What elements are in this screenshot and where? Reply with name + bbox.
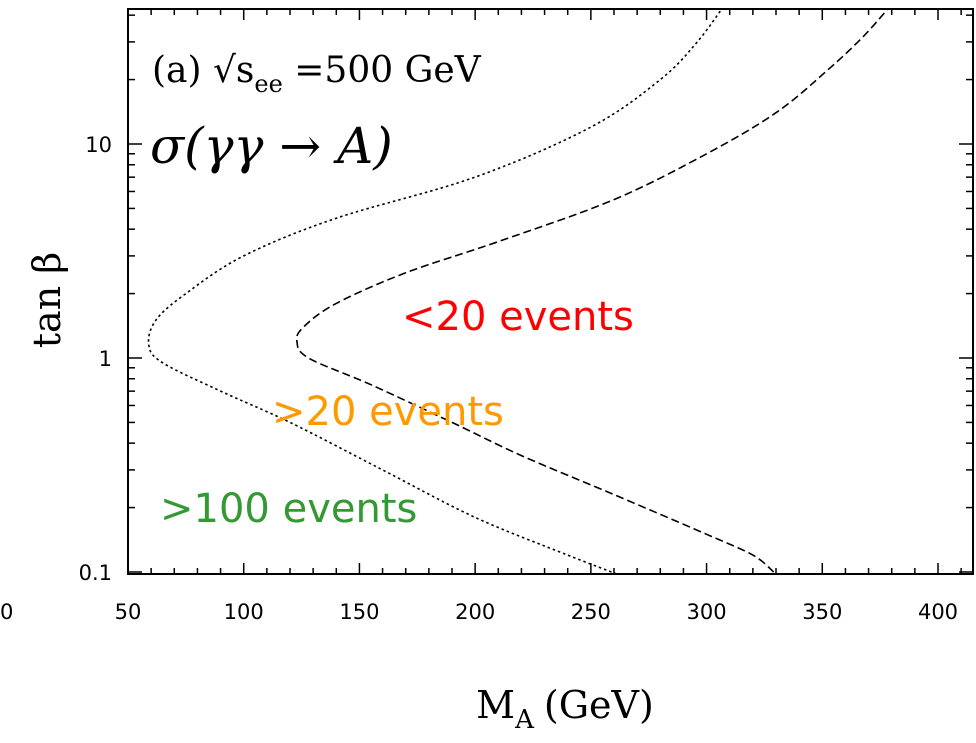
x-tick-label: 350 — [802, 600, 842, 624]
plot-frame — [127, 8, 974, 575]
y-tick-label: 10 — [85, 133, 112, 157]
x-tick-label: 250 — [571, 600, 611, 624]
energy-sub: ee — [254, 70, 282, 98]
axis-ticks — [127, 9, 973, 574]
x-tick-label: 50 — [115, 600, 142, 624]
x-axis-title-main: M — [476, 683, 515, 727]
x-tick-label: 200 — [455, 600, 495, 624]
region-label-more100: >100 events — [160, 486, 417, 532]
x-axis-title-sub: A — [514, 705, 535, 735]
x-tick-label: 400 — [918, 600, 958, 624]
curves — [147, 9, 889, 574]
x-axis-title: MA (GeV) — [476, 683, 654, 735]
region-label-more20: >20 events — [272, 389, 504, 435]
energy-prefix: (a) √s — [152, 50, 254, 91]
region-label-less20: <20 events — [402, 294, 634, 340]
energy-value: =500 GeV — [283, 50, 482, 91]
y-tick-label: 0.1 — [79, 561, 112, 585]
x-tick-label: 100 — [224, 600, 264, 624]
energy-annotation: (a) √see =500 GeV — [152, 50, 482, 98]
x-axis-title-unit: (GeV) — [544, 683, 654, 727]
curve-dashed — [295, 9, 889, 573]
y-axis-title: tan β — [25, 252, 69, 348]
stray-tick-label: 0 — [0, 600, 13, 624]
axis-tick-labels: 50 100 150 200 250 300 350 400 0.1 1 10 — [79, 133, 958, 624]
process-annotation: σ(γγ → A) — [150, 117, 393, 175]
y-tick-label: 1 — [99, 347, 112, 371]
curve-dotted — [147, 9, 723, 574]
x-tick-label: 300 — [687, 600, 727, 624]
x-tick-label: 150 — [339, 600, 379, 624]
